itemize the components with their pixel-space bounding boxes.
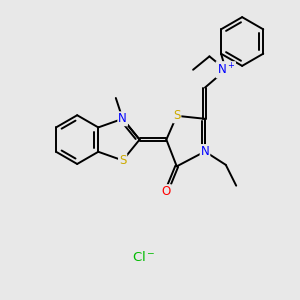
Text: O: O <box>162 185 171 198</box>
Text: Cl$^-$: Cl$^-$ <box>132 250 156 264</box>
Text: N: N <box>118 112 127 125</box>
Text: S: S <box>119 154 126 167</box>
Text: N: N <box>201 145 209 158</box>
Text: N$^+$: N$^+$ <box>217 62 235 77</box>
Text: S: S <box>173 109 180 122</box>
